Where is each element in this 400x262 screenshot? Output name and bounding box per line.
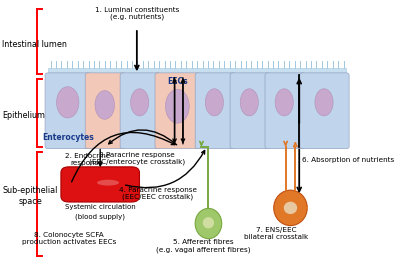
Text: 3.Paracrine response
(EEC/enterocyte crosstalk): 3.Paracrine response (EEC/enterocyte cro…	[89, 152, 185, 165]
Text: (blood supply): (blood supply)	[75, 214, 125, 220]
FancyBboxPatch shape	[120, 73, 161, 149]
FancyBboxPatch shape	[85, 73, 126, 149]
Text: Sub-epithelial
space: Sub-epithelial space	[2, 187, 58, 206]
Ellipse shape	[315, 89, 333, 116]
Text: 2. Endocrine
response: 2. Endocrine response	[65, 153, 110, 166]
Ellipse shape	[205, 89, 224, 116]
Text: Enterocytes: Enterocytes	[42, 133, 94, 142]
Ellipse shape	[195, 208, 222, 239]
FancyBboxPatch shape	[195, 73, 236, 149]
Ellipse shape	[275, 89, 293, 116]
Text: 4. Paracrine response
(EEC/EEC crosstalk): 4. Paracrine response (EEC/EEC crosstalk…	[119, 187, 197, 200]
FancyBboxPatch shape	[48, 68, 346, 75]
Ellipse shape	[284, 202, 297, 214]
Ellipse shape	[130, 89, 149, 116]
FancyBboxPatch shape	[45, 73, 91, 149]
FancyBboxPatch shape	[265, 73, 306, 149]
Text: Systemic circulation: Systemic circulation	[65, 204, 136, 210]
Text: Intestinal lumen: Intestinal lumen	[2, 41, 67, 50]
Ellipse shape	[95, 91, 114, 119]
Ellipse shape	[203, 217, 214, 228]
Ellipse shape	[166, 89, 189, 123]
Ellipse shape	[97, 180, 119, 185]
Text: 7. ENS/EEC
bilateral crosstalk: 7. ENS/EEC bilateral crosstalk	[244, 227, 309, 241]
FancyBboxPatch shape	[155, 73, 201, 149]
Ellipse shape	[56, 87, 79, 118]
Text: 6. Absorption of nutrients: 6. Absorption of nutrients	[302, 157, 394, 163]
Ellipse shape	[274, 190, 307, 226]
Text: 1. Luminal constituents
(e.g. nutrients): 1. Luminal constituents (e.g. nutrients)	[95, 7, 179, 20]
Text: 8. Colonocyte SCFA
production activates EECs: 8. Colonocyte SCFA production activates …	[22, 232, 116, 245]
FancyBboxPatch shape	[300, 73, 349, 149]
Text: EECs: EECs	[168, 77, 188, 86]
Ellipse shape	[240, 89, 258, 116]
FancyBboxPatch shape	[230, 73, 270, 149]
FancyBboxPatch shape	[61, 167, 140, 202]
Text: Epithelium: Epithelium	[2, 111, 46, 120]
Text: 5. Afferent fibres
(e.g. vagal afferent fibres): 5. Afferent fibres (e.g. vagal afferent …	[156, 239, 250, 253]
